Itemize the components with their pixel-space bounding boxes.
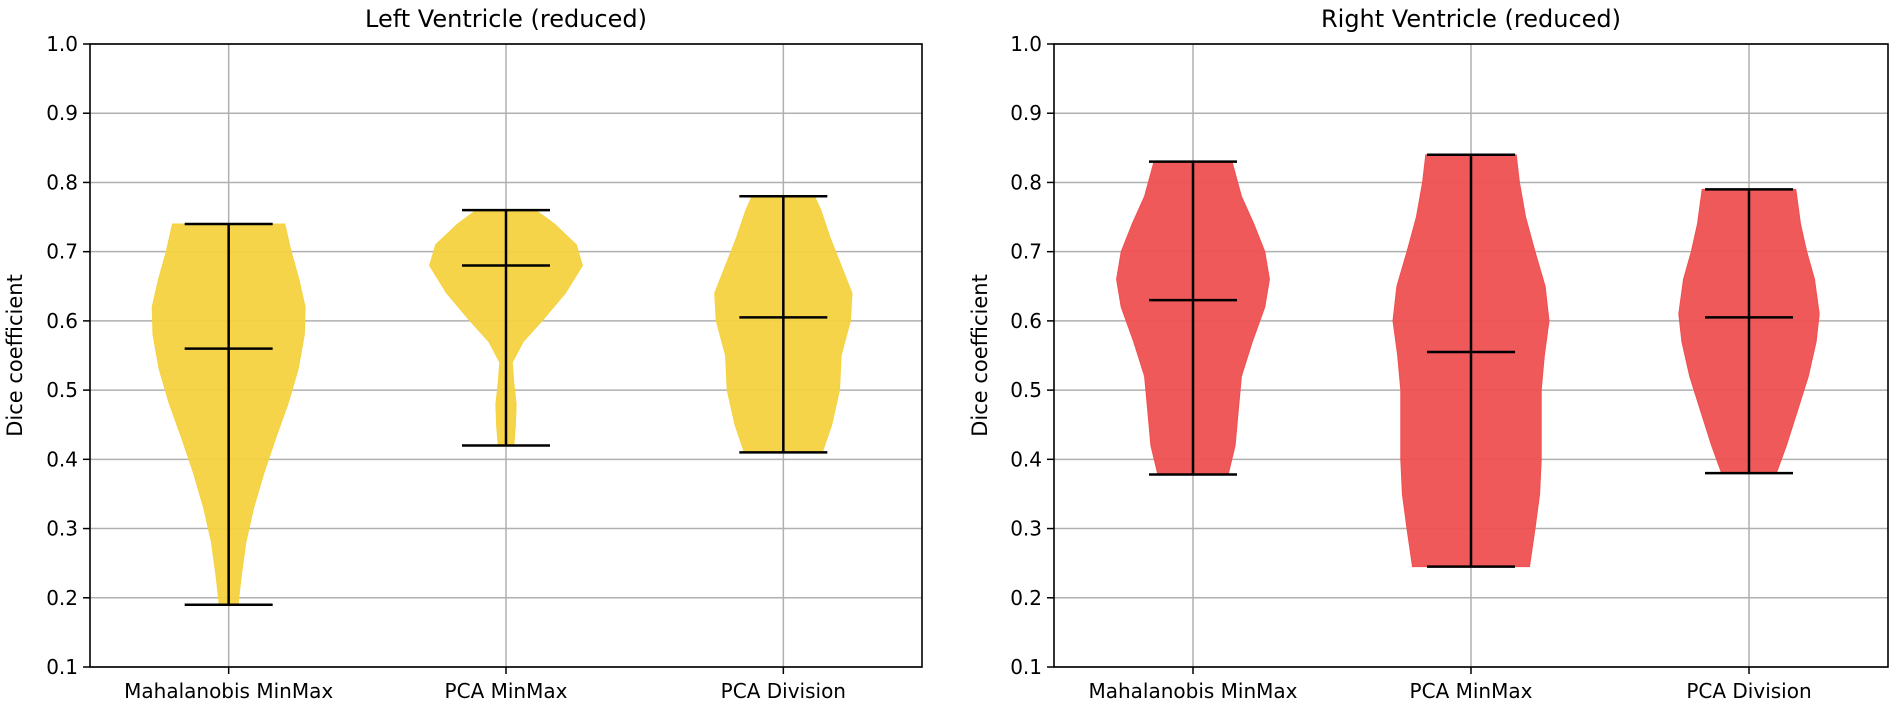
- y-tick-label: 0.8: [46, 170, 78, 194]
- y-tick-label: 0.1: [1010, 655, 1042, 679]
- y-tick-label: 0.2: [46, 586, 78, 610]
- y-tick-label: 0.6: [1010, 309, 1042, 333]
- y-tick-label: 0.5: [46, 378, 78, 402]
- y-tick-label: 0.3: [1010, 517, 1042, 541]
- y-tick-label: 1.0: [1010, 32, 1042, 56]
- chart-panel-1: 0.1 0.2 0.3 0.4 0.5 0.6 0.7 0.8 0.9 1.0 Mahalanobi…: [3, 5, 923, 703]
- x-tick-label: PCA MinMax: [445, 679, 568, 703]
- y-tick-label: 0.4: [46, 447, 78, 471]
- y-tick-label: 0.8: [1010, 170, 1042, 194]
- y-tick-label: 0.7: [46, 240, 78, 264]
- y-tick-label: 0.5: [1010, 378, 1042, 402]
- y-tick-label: 0.6: [46, 309, 78, 333]
- y-axis-label: Dice coefficient: [968, 274, 992, 437]
- y-tick-label: 0.4: [1010, 447, 1042, 471]
- chart-title: Left Ventricle (reduced): [365, 5, 647, 33]
- y-tick-label: 0.9: [1010, 101, 1042, 125]
- y-tick-label: 0.7: [1010, 240, 1042, 264]
- y-tick-label: 0.1: [46, 655, 78, 679]
- chart-title: Right Ventricle (reduced): [1321, 5, 1621, 33]
- y-axis-label: Dice coefficient: [3, 274, 27, 437]
- y-tick-label: 0.9: [46, 101, 78, 125]
- x-tick-label: PCA Division: [1686, 679, 1811, 703]
- x-tick-label: Mahalanobis MinMax: [1088, 679, 1297, 703]
- x-tick-label: PCA Division: [721, 679, 846, 703]
- x-tick-label: Mahalanobis MinMax: [124, 679, 333, 703]
- chart-panel-2: 0.1 0.2 0.3 0.4 0.5 0.6 0.7 0.8 0.9 1.0 Mahalanobi…: [968, 5, 1889, 703]
- y-tick-label: 0.2: [1010, 586, 1042, 610]
- y-tick-label: 1.0: [46, 32, 78, 56]
- y-tick-label: 0.3: [46, 517, 78, 541]
- x-tick-label: PCA MinMax: [1410, 679, 1533, 703]
